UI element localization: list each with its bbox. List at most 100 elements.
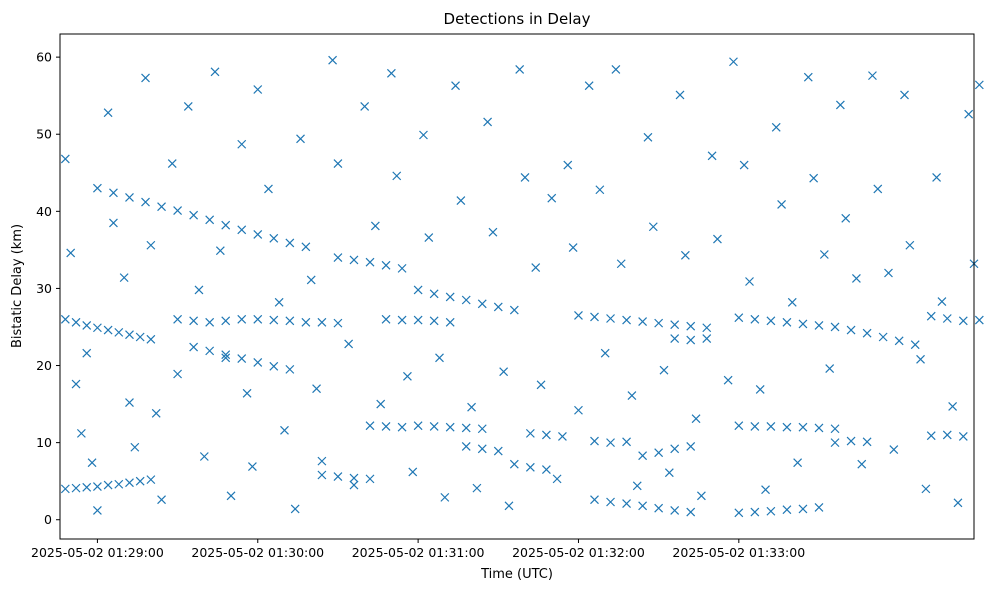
data-point — [237, 314, 247, 324]
data-point — [92, 323, 102, 333]
data-point — [141, 73, 150, 83]
data-point — [525, 428, 535, 438]
data-point — [937, 297, 947, 306]
data-point — [306, 275, 316, 285]
data-point — [135, 332, 145, 342]
data-point — [328, 55, 338, 65]
data-point — [798, 319, 808, 329]
data-point — [750, 314, 760, 324]
data-point — [125, 330, 134, 340]
data-point — [862, 328, 872, 338]
data-point — [648, 222, 658, 232]
data-point — [349, 473, 359, 483]
data-point — [215, 246, 225, 256]
data-point — [472, 483, 482, 493]
data-point — [333, 253, 343, 263]
data-point — [926, 311, 936, 321]
data-point — [103, 325, 113, 335]
data-point — [349, 255, 359, 265]
data-point — [269, 315, 279, 325]
data-point — [590, 312, 599, 322]
data-point — [119, 273, 129, 283]
data-point — [670, 444, 680, 454]
data-point — [419, 130, 428, 140]
data-point — [135, 476, 145, 486]
data-point — [365, 421, 375, 431]
data-point — [477, 444, 487, 454]
data-point — [403, 371, 412, 381]
data-point — [921, 484, 931, 494]
data-point — [76, 428, 86, 438]
data-point — [435, 353, 444, 363]
data-point — [264, 184, 273, 194]
data-point — [247, 462, 257, 471]
data-point — [221, 316, 231, 326]
x-tick-label: 2025-05-02 01:31:00 — [352, 545, 485, 560]
data-point — [600, 348, 610, 358]
data-point — [333, 318, 343, 328]
data-point — [109, 218, 118, 228]
data-point — [868, 71, 877, 81]
data-point — [606, 438, 615, 448]
data-point — [814, 321, 824, 330]
data-point — [926, 431, 936, 441]
x-axis-title: Time (UTC) — [480, 567, 553, 582]
data-point — [771, 122, 781, 132]
data-point — [440, 492, 450, 502]
data-point — [948, 401, 958, 411]
data-point — [301, 242, 311, 252]
y-tick-label: 30 — [36, 281, 52, 296]
data-point — [830, 424, 840, 434]
data-point — [429, 422, 439, 431]
data-point — [424, 233, 434, 242]
data-point — [333, 159, 343, 168]
data-point — [910, 340, 920, 350]
data-point — [317, 470, 327, 480]
data-point — [189, 210, 199, 220]
data-point — [525, 462, 535, 472]
data-point — [643, 132, 653, 142]
y-axis: 0 10 20 30 40 50 60 — [36, 50, 60, 527]
data-points — [60, 55, 984, 518]
data-point — [541, 465, 551, 475]
data-point — [558, 432, 567, 441]
data-point — [803, 72, 813, 82]
plot-frame — [59, 33, 975, 540]
data-point — [317, 456, 327, 466]
data-point — [616, 259, 626, 269]
data-point — [157, 495, 166, 505]
plot-area — [60, 34, 974, 539]
data-point — [221, 350, 231, 360]
data-point — [253, 358, 263, 367]
y-tick-label: 20 — [36, 358, 52, 373]
data-point — [205, 317, 215, 327]
data-point — [333, 472, 343, 481]
data-point — [456, 196, 466, 205]
data-point — [819, 250, 829, 259]
data-point — [793, 458, 803, 468]
data-point — [146, 334, 156, 344]
data-point — [183, 102, 193, 111]
data-point — [285, 238, 295, 248]
data-point — [445, 292, 455, 302]
data-point — [846, 436, 856, 446]
data-point — [584, 81, 594, 91]
data-point — [173, 206, 183, 215]
y-axis-title: Bistatic Delay (km) — [10, 224, 25, 348]
data-point — [114, 327, 124, 337]
data-point — [210, 67, 220, 77]
data-point — [130, 442, 140, 452]
data-point — [109, 188, 118, 198]
data-point — [370, 221, 380, 231]
data-point — [221, 353, 231, 363]
x-tick-label: 2025-05-02 01:30:00 — [191, 545, 324, 560]
data-point — [445, 317, 455, 327]
data-point — [734, 421, 744, 431]
data-point — [750, 507, 760, 517]
data-point — [499, 367, 509, 377]
data-point — [825, 364, 835, 374]
data-point — [680, 250, 690, 260]
data-point — [509, 459, 519, 469]
data-point — [285, 316, 295, 326]
data-point — [413, 285, 423, 295]
